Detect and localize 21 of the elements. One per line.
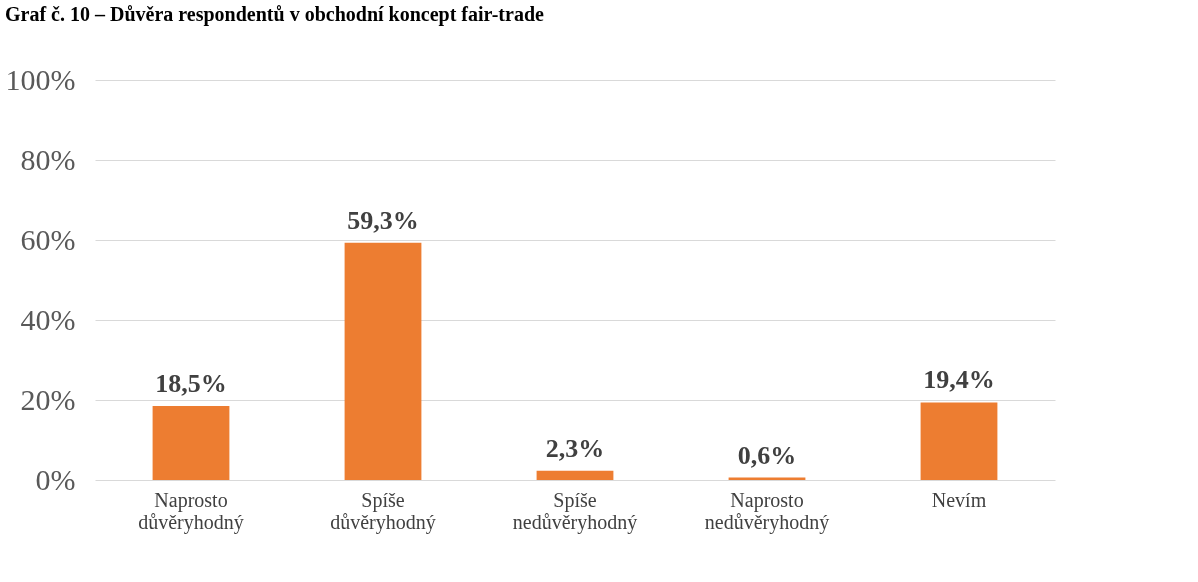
y-tick-label: 40% — [20, 302, 76, 336]
bar — [536, 470, 614, 480]
chart-title: Graf č. 10 – Důvěra respondentů v obchodní koncept fair-trade — [5, 3, 545, 26]
x-tick-label: Spíše důvěryhodný — [330, 488, 436, 534]
data-label: 2,3% — [545, 433, 605, 463]
data-label: 59,3% — [347, 205, 419, 235]
x-tick-label: Spíše nedůvěryhodný — [512, 488, 638, 534]
data-label: 19,4% — [923, 365, 995, 395]
bar — [344, 242, 422, 480]
x-tick-label: Naprosto důvěryhodný — [138, 488, 244, 534]
data-label: 0,6% — [737, 440, 797, 470]
data-label: 18,5% — [155, 369, 227, 398]
y-tick-label: 80% — [20, 142, 76, 176]
bar — [152, 406, 230, 480]
y-tick-label: 20% — [20, 382, 76, 416]
x-tick-label: Naprosto nedůvěryhodný — [704, 488, 830, 534]
bar — [920, 402, 998, 480]
x-tick-label: Nevím — [931, 488, 987, 511]
y-tick-label: 100% — [5, 62, 76, 96]
y-tick-label: 60% — [20, 222, 76, 256]
y-tick-label: 0% — [35, 462, 76, 496]
